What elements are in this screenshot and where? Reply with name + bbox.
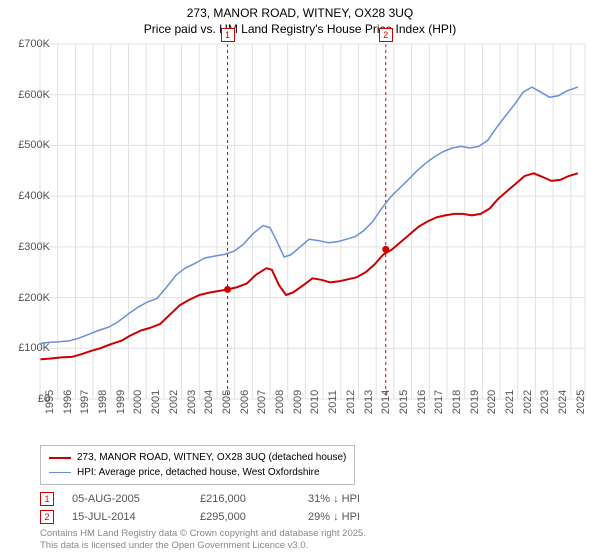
x-tick-label: 2005: [221, 390, 233, 414]
x-tick-label: 1997: [79, 390, 91, 414]
transaction-price: £295,000: [200, 511, 290, 523]
x-tick-label: 2022: [522, 390, 534, 414]
x-tick-label: 2001: [150, 390, 162, 414]
y-tick-label: £300K: [18, 241, 50, 253]
legend-row: HPI: Average price, detached house, West…: [49, 465, 346, 480]
title-line2: Price paid vs. HM Land Registry's House …: [0, 22, 600, 38]
y-tick-label: £500K: [18, 139, 50, 151]
x-tick-label: 2013: [363, 390, 375, 414]
x-tick-label: 2019: [469, 390, 481, 414]
x-tick-label: 2011: [327, 390, 339, 414]
transaction-price: £216,000: [200, 493, 290, 505]
plot-svg: [40, 44, 585, 399]
x-tick-label: 2008: [274, 390, 286, 414]
x-tick-label: 2025: [575, 390, 587, 414]
x-tick-label: 2014: [380, 390, 392, 414]
chart-title: 273, MANOR ROAD, WITNEY, OX28 3UQ Price …: [0, 0, 600, 39]
legend-label: HPI: Average price, detached house, West…: [77, 465, 320, 480]
x-tick-label: 2021: [504, 390, 516, 414]
y-tick-label: £700K: [18, 38, 50, 50]
transaction-marker: 2: [40, 510, 54, 524]
footer-note: Contains HM Land Registry data © Crown c…: [40, 528, 366, 552]
chart-container: 273, MANOR ROAD, WITNEY, OX28 3UQ Price …: [0, 0, 600, 560]
x-tick-label: 2006: [239, 390, 251, 414]
transaction-delta: 31% ↓ HPI: [308, 493, 360, 505]
x-tick-label: 2000: [132, 390, 144, 414]
legend-swatch: [49, 457, 71, 459]
x-tick-label: 2003: [186, 390, 198, 414]
footer-line2: This data is licensed under the Open Gov…: [40, 540, 366, 552]
transaction-row: 1 05-AUG-2005 £216,000 31% ↓ HPI: [40, 490, 360, 508]
x-tick-label: 1998: [97, 390, 109, 414]
x-tick-label: 2004: [203, 390, 215, 414]
transaction-rows: 1 05-AUG-2005 £216,000 31% ↓ HPI 2 15-JUL-201…: [40, 490, 360, 526]
transaction-delta: 29% ↓ HPI: [308, 511, 360, 523]
x-tick-label: 2017: [433, 390, 445, 414]
x-tick-label: 1996: [62, 390, 74, 414]
legend: 273, MANOR ROAD, WITNEY, OX28 3UQ (detac…: [40, 445, 355, 485]
transaction-date: 05-AUG-2005: [72, 493, 182, 505]
x-tick-label: 2002: [168, 390, 180, 414]
legend-row: 273, MANOR ROAD, WITNEY, OX28 3UQ (detac…: [49, 450, 346, 465]
x-tick-label: 2018: [451, 390, 463, 414]
legend-swatch: [49, 472, 71, 473]
x-tick-label: 2024: [557, 390, 569, 414]
x-tick-label: 1999: [115, 390, 127, 414]
legend-label: 273, MANOR ROAD, WITNEY, OX28 3UQ (detac…: [77, 450, 346, 465]
title-line1: 273, MANOR ROAD, WITNEY, OX28 3UQ: [0, 6, 600, 22]
transaction-marker: 1: [40, 492, 54, 506]
x-tick-label: 1995: [44, 390, 56, 414]
x-tick-label: 2020: [486, 390, 498, 414]
footer-line1: Contains HM Land Registry data © Crown c…: [40, 528, 366, 540]
x-tick-label: 2007: [256, 390, 268, 414]
x-tick-label: 2016: [416, 390, 428, 414]
event-marker-box: 2: [379, 28, 393, 42]
plot-area: [40, 44, 585, 399]
y-tick-label: £600K: [18, 89, 50, 101]
y-tick-label: £100K: [18, 342, 50, 354]
x-tick-label: 2010: [309, 390, 321, 414]
transaction-date: 15-JUL-2014: [72, 511, 182, 523]
x-tick-label: 2009: [292, 390, 304, 414]
y-tick-label: £400K: [18, 190, 50, 202]
x-tick-label: 2023: [539, 390, 551, 414]
x-tick-label: 2015: [398, 390, 410, 414]
transaction-row: 2 15-JUL-2014 £295,000 29% ↓ HPI: [40, 508, 360, 526]
event-marker-box: 1: [221, 28, 235, 42]
x-tick-label: 2012: [345, 390, 357, 414]
y-tick-label: £200K: [18, 292, 50, 304]
